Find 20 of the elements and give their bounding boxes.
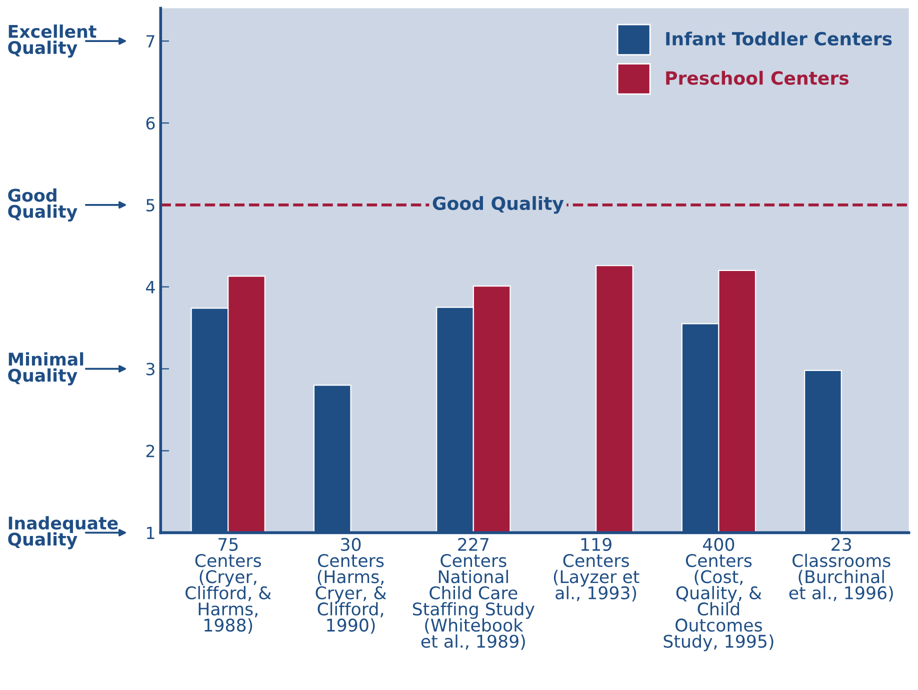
y-tick-label: 7 — [146, 35, 154, 48]
ref-line-label: Good Quality — [432, 196, 564, 214]
y-tick-label: 5 — [146, 199, 154, 212]
legend-label: Preschool Centers — [666, 70, 849, 85]
y-tick-label: 6 — [146, 116, 155, 130]
text: Minimal Quality — [8, 352, 84, 386]
x-tick-label: 75 Centers (Cryer, Clifford, & Harms, 1988) — [186, 538, 272, 634]
text: Inadequate Quality — [8, 516, 118, 550]
x-tick-label: 119 Centers (Layzer et al., 1993) — [554, 538, 640, 602]
x-tick-label: 23 Classrooms (Burchinal et al., 1996) — [789, 538, 893, 602]
text: Excellent Quality — [8, 24, 96, 58]
text: Good Quality — [8, 188, 78, 222]
x-tick-label: 227 Centers National Child Care Staffing Study (Whitebook et al., 1989) — [412, 538, 534, 650]
y-tick-label: 4 — [146, 281, 155, 294]
x-tick-label: 400 Centers (Cost, Quality, & Child Outcomes Study, 1995) — [664, 538, 774, 652]
x-tick-label: 30 Centers (Harms, Cryer, & Clifford, 1990) — [316, 538, 386, 634]
legend-label: Infant Toddler Centers — [666, 32, 892, 46]
y-tick-label: 3 — [146, 362, 154, 376]
y-tick-label: 1 — [147, 526, 154, 540]
y-tick-label: 2 — [146, 444, 154, 458]
